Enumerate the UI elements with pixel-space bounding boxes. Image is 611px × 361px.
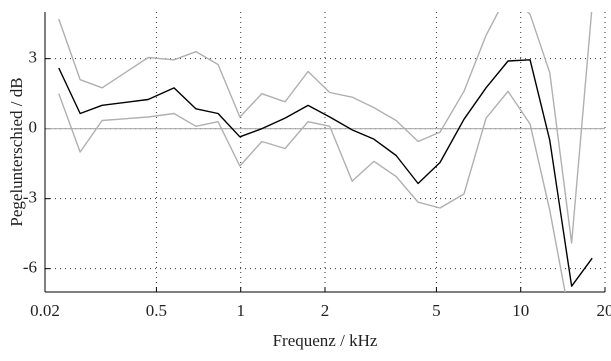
x-tick-label: 10	[512, 301, 529, 320]
y-tick-label: 0	[29, 118, 38, 137]
y-tick-label: -6	[23, 258, 37, 277]
series-line	[59, 0, 592, 243]
x-tick-label: 0.5	[146, 301, 167, 320]
x-tick-label: 5	[432, 301, 441, 320]
x-tick-label: 2	[321, 301, 330, 320]
y-tick-label: 3	[29, 48, 38, 67]
x-tick-label: 20	[597, 301, 611, 320]
x-tick-label: 0.02	[30, 301, 60, 320]
y-tick-label: -3	[23, 188, 37, 207]
x-axis-label: Frequenz / kHz	[273, 331, 378, 350]
x-tick-label: 1	[236, 301, 245, 320]
